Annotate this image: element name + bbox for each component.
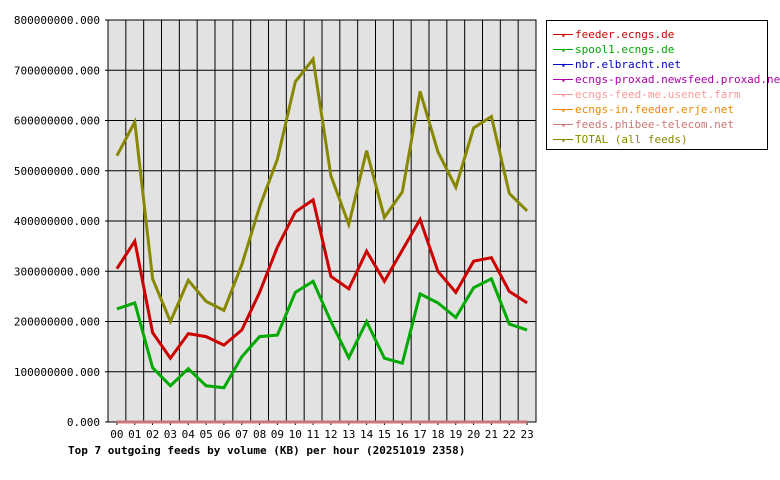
- y-tick-label: 400000000.000: [14, 215, 100, 228]
- legend-swatch: ▴: [553, 135, 573, 144]
- legend-label: ecngs-in.feeder.erje.net: [575, 103, 734, 116]
- y-tick-label: 200000000.000: [14, 316, 100, 329]
- x-tick-label: 14: [360, 428, 374, 441]
- x-axis-ticks: 00 01 02 03 04 05 06 07 08 09 10 11 12 13 14 15 16 17 18 19…: [110, 422, 534, 441]
- legend-swatch: ▴: [553, 45, 573, 54]
- x-tick-label: 22: [503, 428, 516, 441]
- legend-label: ecngs-proxad.newsfeed.proxad.net: [575, 73, 780, 86]
- y-axis-ticks: 0.000 100000000.000 200000000.000 300000000…: [14, 14, 108, 429]
- series-line-spool1-ecngs-de: [116, 276, 528, 390]
- legend-item: ▴ spool1.ecngs.de: [553, 42, 767, 57]
- legend-item: ▴ TOTAL (all feeds): [553, 132, 767, 147]
- series-lines: [115, 55, 529, 424]
- x-tick-label: 00: [110, 428, 123, 441]
- legend-item: ▴ ecngs-proxad.newsfeed.proxad.net: [553, 72, 780, 87]
- x-tick-label: 11: [306, 428, 319, 441]
- y-tick-label: 0.000: [67, 416, 100, 429]
- x-tick-label: 05: [199, 428, 212, 441]
- legend-item: ▴ feeds.phibee-telecom.net: [553, 117, 767, 132]
- legend-swatch: ▴: [553, 30, 573, 39]
- legend-marker-icon: ▴: [561, 60, 566, 69]
- legend-marker-icon: ▴: [561, 45, 566, 54]
- legend-items: ▴ feeder.ecngs.de ▴ spool1.ecngs.de ▴ nbr.elb…: [553, 27, 780, 147]
- y-tick-label: 100000000.000: [14, 366, 100, 379]
- legend-label: feeds.phibee-telecom.net: [575, 118, 734, 131]
- legend-label: nbr.elbracht.net: [575, 58, 681, 71]
- legend-item: ▴ ecngs-in.feeder.erje.net: [553, 102, 767, 117]
- legend-marker-icon: ▴: [561, 90, 566, 99]
- legend-label: ecngs-feed-me.usenet.farm: [575, 88, 741, 101]
- x-tick-label: 06: [217, 428, 230, 441]
- chart-title: Top 7 outgoing feeds by volume (KB) per …: [68, 444, 466, 457]
- legend-item: ▴ feeder.ecngs.de: [553, 27, 767, 42]
- y-tick-label: 500000000.000: [14, 165, 100, 178]
- x-tick-label: 12: [324, 428, 337, 441]
- x-tick-label: 07: [235, 428, 248, 441]
- legend-swatch: ▴: [553, 75, 573, 84]
- x-tick-label: 01: [128, 428, 141, 441]
- x-tick-label: 03: [164, 428, 177, 441]
- x-tick-label: 17: [413, 428, 426, 441]
- legend-label: TOTAL (all feeds): [575, 133, 688, 146]
- x-tick-label: 13: [342, 428, 355, 441]
- x-tick-label: 09: [271, 428, 284, 441]
- x-tick-label: 21: [485, 428, 498, 441]
- x-tick-label: 23: [520, 428, 533, 441]
- legend-label: spool1.ecngs.de: [575, 43, 675, 56]
- y-tick-label: 600000000.000: [14, 115, 100, 128]
- x-tick-label: 04: [182, 428, 196, 441]
- x-tick-label: 15: [378, 428, 391, 441]
- legend-marker-icon: ▴: [561, 75, 566, 84]
- series-line-feeder-ecngs-de: [115, 197, 528, 361]
- x-tick-label: 19: [449, 428, 462, 441]
- legend-swatch: ▴: [553, 105, 573, 114]
- y-tick-label: 800000000.000: [14, 14, 100, 27]
- legend-swatch: ▴: [553, 60, 573, 69]
- legend: ▴ feeder.ecngs.de ▴ spool1.ecngs.de ▴ nbr.elb…: [546, 20, 780, 150]
- legend-swatch: ▴: [553, 90, 573, 99]
- x-tick-label: 10: [289, 428, 302, 441]
- x-tick-label: 08: [253, 428, 266, 441]
- legend-marker-icon: ▴: [561, 120, 566, 129]
- x-tick-label: 16: [396, 428, 409, 441]
- legend-marker-icon: ▴: [561, 105, 566, 114]
- x-tick-label: 20: [467, 428, 480, 441]
- legend-label: feeder.ecngs.de: [575, 28, 675, 41]
- grid-lines: [108, 20, 536, 422]
- legend-swatch: ▴: [553, 120, 573, 129]
- legend-item: ▴ nbr.elbracht.net: [553, 57, 767, 72]
- x-tick-label: 02: [146, 428, 159, 441]
- series-line-total-all-feeds-: [115, 55, 529, 326]
- x-tick-label: 18: [431, 428, 444, 441]
- legend-item: ▴ ecngs-feed-me.usenet.farm: [553, 87, 767, 102]
- y-tick-label: 700000000.000: [14, 64, 100, 77]
- y-tick-label: 300000000.000: [14, 265, 100, 278]
- legend-marker-icon: ▴: [561, 135, 566, 144]
- legend-marker-icon: ▴: [561, 30, 566, 39]
